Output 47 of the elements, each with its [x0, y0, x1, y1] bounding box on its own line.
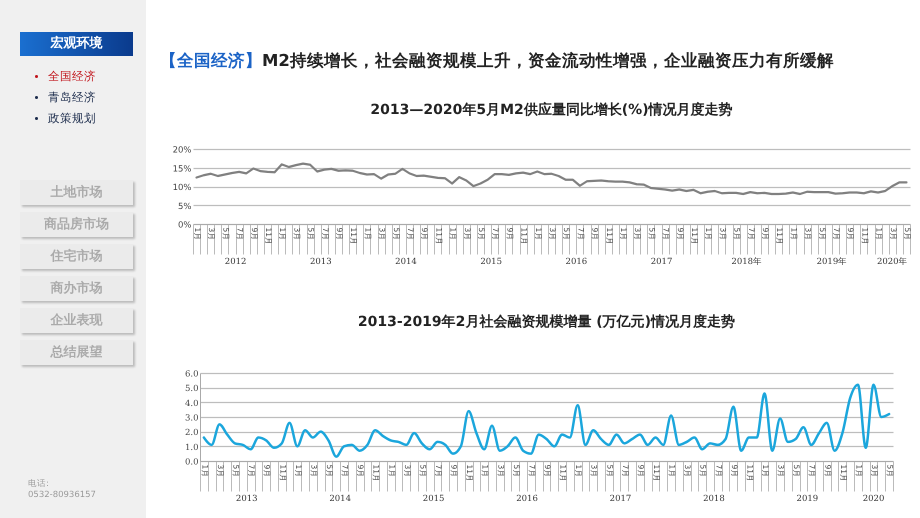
text: 土地市场 — [20, 180, 133, 205]
text: 2016 — [516, 494, 538, 504]
line-series — [202, 383, 890, 458]
text: 商办市场 — [20, 276, 133, 301]
y-tick-label: 6.0 — [184, 370, 198, 380]
y-tick-label: 0.0 — [184, 458, 198, 468]
text: 2019年 — [816, 256, 848, 267]
text: 全国经济 — [48, 66, 96, 87]
y-tick-label: 20% — [172, 146, 192, 156]
y-tick-label: 0% — [178, 220, 192, 230]
text: 2016 — [566, 257, 588, 267]
text: 2018 — [703, 494, 725, 504]
chart-title: 2013—2020年5月M2供应量同比增长(%)情况月度走势 — [370, 101, 733, 118]
line-series — [195, 162, 908, 196]
text: 2012 — [224, 257, 246, 267]
text: 2015 — [480, 257, 502, 267]
text: 2014 — [395, 257, 417, 267]
y-tick-label: 3.0 — [184, 414, 198, 424]
text: M2持续增长，社会融资规模上升，资金流动性增强，企业融资压力有所缓解 — [262, 51, 834, 70]
text: 【全国经济】 — [160, 51, 262, 70]
text: 青岛经济 — [48, 87, 96, 108]
text: 总结展望 — [20, 340, 133, 365]
chart-title: 2013-2019年2月社会融资规模增量 (万亿元)情况月度走势 — [358, 313, 736, 330]
text: 2019 — [796, 494, 818, 504]
text: 2017 — [650, 257, 672, 267]
y-tick-label: 4.0 — [184, 398, 198, 409]
text: 企业表现 — [20, 308, 133, 333]
text: 2013 — [310, 257, 332, 267]
text: 住宅市场 — [20, 244, 133, 269]
y-tick-label: 10% — [172, 183, 192, 193]
text: 宏观环境 — [20, 32, 133, 56]
y-tick-label: 15% — [172, 164, 192, 174]
text: 电话: — [28, 478, 49, 490]
text: 0532-80936157 — [28, 490, 96, 500]
y-tick-label: 2.0 — [184, 428, 198, 438]
text: 2015 — [422, 494, 444, 504]
text: 政策规划 — [48, 108, 96, 129]
text: 2020 — [862, 494, 884, 504]
text: 2017 — [610, 494, 632, 504]
text: 商品房市场 — [20, 212, 133, 237]
y-tick-label: 5.0 — [184, 384, 198, 394]
text: 2020年 — [876, 256, 908, 267]
y-tick-label: 5% — [178, 202, 192, 212]
text: 2014 — [329, 494, 351, 504]
text: 2013 — [236, 494, 258, 504]
y-tick-label: 1.0 — [184, 442, 198, 453]
text: 2018年 — [731, 256, 762, 267]
